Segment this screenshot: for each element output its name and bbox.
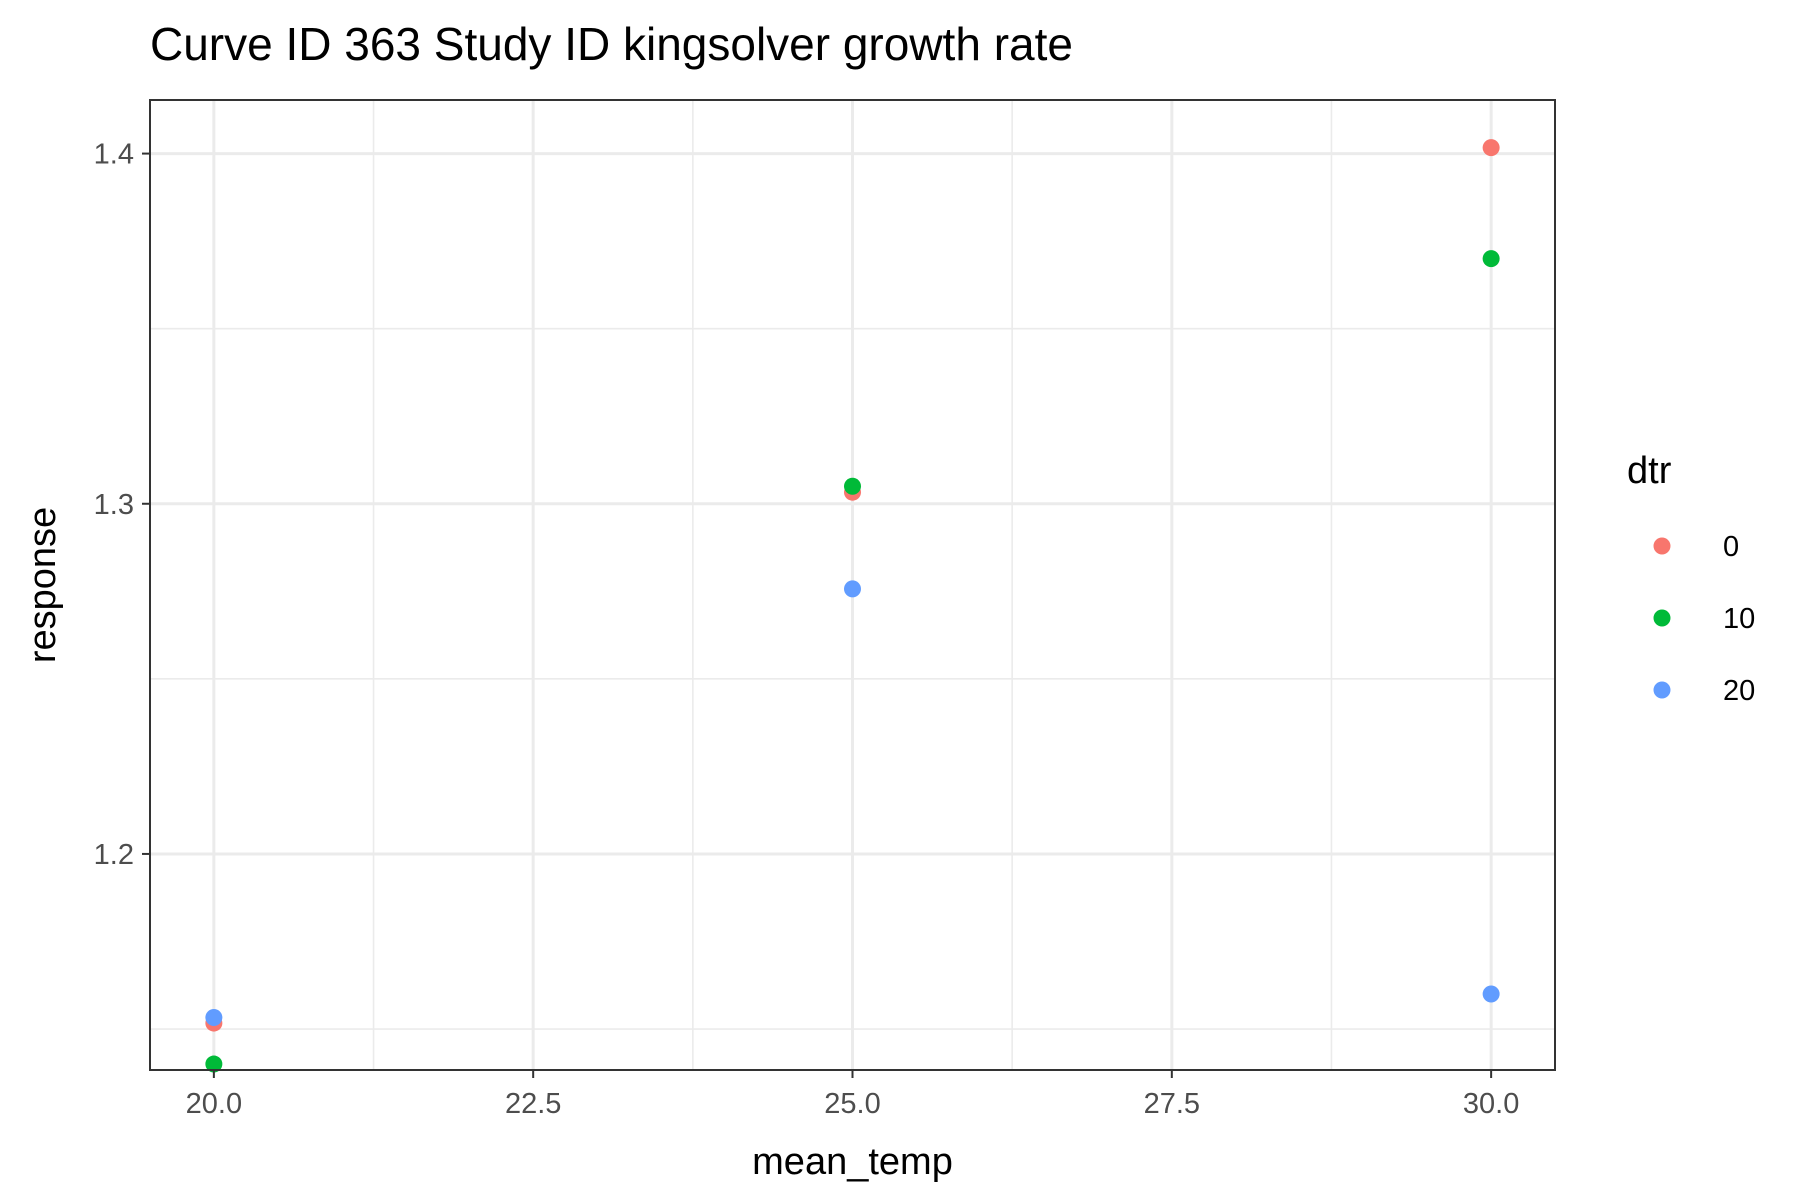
legend-label-20: 20 [1723, 675, 1755, 707]
legend-label-0: 0 [1723, 531, 1739, 563]
x-tick-label: 27.5 [1144, 1088, 1200, 1120]
y-axis: 1.2 1.3 1.4 [94, 139, 150, 871]
point-dtr-10 [844, 477, 861, 495]
legend-key-0 [1653, 537, 1671, 555]
data-points [205, 139, 1500, 1073]
x-tick-label: 20.0 [186, 1088, 242, 1120]
legend-key-20 [1653, 681, 1671, 699]
legend-title: dtr [1627, 450, 1672, 492]
x-tick-label: 30.0 [1463, 1088, 1519, 1120]
point-dtr-20 [1482, 985, 1500, 1003]
y-tick-label: 1.2 [94, 839, 134, 871]
x-tick-label: 22.5 [505, 1088, 561, 1120]
legend-label-10: 10 [1723, 603, 1755, 635]
point-dtr-0 [1482, 139, 1500, 157]
point-dtr-10 [205, 1055, 223, 1073]
x-axis: 20.0 22.5 25.0 27.5 30.0 [186, 1070, 1519, 1120]
grid-lines [150, 100, 1555, 1070]
legend: dtr 0 10 20 [1627, 450, 1755, 707]
point-dtr-20 [205, 1008, 223, 1026]
y-tick-label: 1.4 [94, 139, 134, 171]
point-dtr-10 [1482, 250, 1500, 268]
y-tick-label: 1.3 [94, 489, 134, 521]
x-tick-label: 25.0 [824, 1088, 880, 1120]
chart-title: Curve ID 363 Study ID kingsolver growth … [150, 18, 1073, 70]
point-dtr-20 [844, 580, 861, 598]
y-axis-title: response [22, 507, 64, 663]
legend-key-10 [1653, 609, 1671, 627]
x-axis-title: mean_temp [752, 1141, 953, 1183]
